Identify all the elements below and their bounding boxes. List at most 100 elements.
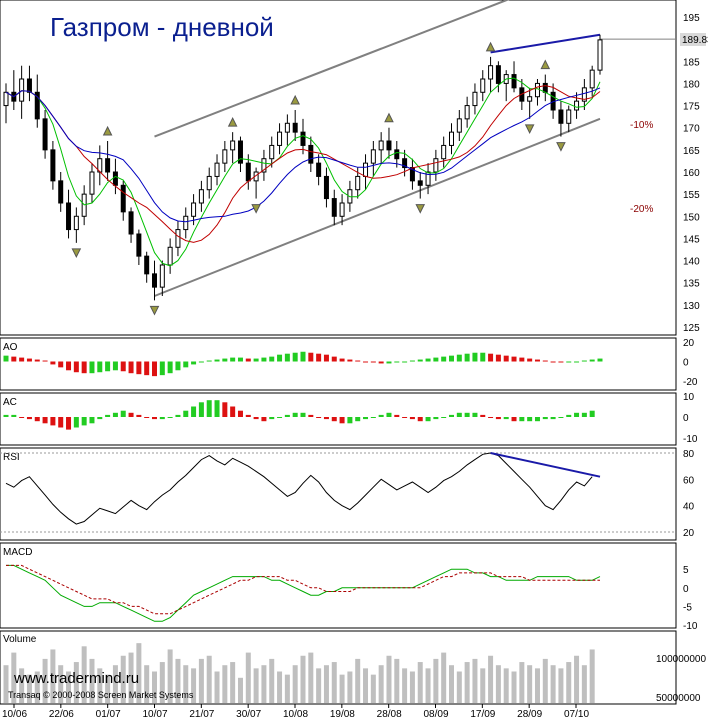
chart-title: Газпром - дневной	[50, 12, 274, 42]
fractal-up-49	[384, 112, 394, 123]
ao-bar-57	[449, 355, 454, 362]
candle-body-65	[511, 74, 517, 89]
candle-body-74	[581, 87, 587, 102]
candle-body-55	[433, 158, 439, 173]
price-tick-2: 185	[683, 57, 700, 68]
ao-bar-24	[191, 361, 197, 365]
last-price-box	[680, 33, 706, 46]
ac-tick-1: 0	[683, 413, 689, 424]
candle-body-68	[534, 82, 540, 98]
ac-bar-26	[206, 400, 212, 417]
ac-bar-66	[519, 417, 525, 422]
candle-body-69	[542, 82, 548, 93]
ao-bar-11	[89, 361, 95, 374]
rsi-panel: RSI 80 60 40 20	[0, 447, 695, 541]
ao-bar-62	[488, 353, 494, 362]
volume-bar-7	[58, 665, 64, 703]
volume-bar-59	[464, 662, 470, 703]
volume-bar-54	[425, 668, 431, 703]
ao-bar-48	[378, 361, 384, 364]
ao-bar-42	[331, 356, 337, 362]
macd-label: MACD	[3, 547, 32, 558]
ao-bar-34	[269, 356, 275, 362]
ac-bar-58	[456, 412, 462, 417]
ao-bar-45	[355, 360, 361, 362]
ma-red	[5, 85, 601, 243]
ac-bar-19	[152, 417, 157, 420]
candle-body-67	[527, 96, 533, 102]
ac-bar-48	[378, 414, 384, 417]
ac-bar-37	[292, 412, 298, 417]
volume-bar-10	[81, 646, 87, 703]
ac-bar-11	[89, 417, 95, 424]
ao-bar-6	[50, 361, 56, 365]
ao-bar-9	[73, 361, 79, 373]
ac-bar-53	[417, 417, 423, 422]
volume-bar-51	[402, 668, 408, 703]
volume-bar-73	[574, 655, 580, 703]
volume-bar-47	[370, 674, 376, 703]
ao-bar-37	[292, 352, 298, 362]
volume-bar-12	[97, 668, 103, 703]
volume-bar-32	[253, 668, 259, 703]
ao-bar-5	[42, 360, 48, 362]
ac-bar-16	[128, 412, 134, 417]
ao-bar-63	[495, 354, 501, 362]
ac-bar-65	[511, 417, 517, 422]
volume-tick-0: 100000000	[656, 654, 706, 665]
volume-bar-36	[284, 674, 290, 703]
volume-bar-50	[394, 658, 400, 703]
volume-bar-26	[206, 655, 212, 703]
fractal-down-9	[71, 248, 82, 258]
ao-bar-52	[409, 360, 415, 362]
volume-bar-18	[144, 665, 150, 703]
ac-bar-30	[237, 410, 243, 417]
ao-bar-28	[222, 358, 228, 362]
volume-bar-69	[542, 658, 548, 703]
ma-green	[5, 77, 601, 267]
ac-bar-0	[3, 414, 9, 417]
candle-body-51	[402, 158, 408, 169]
ao-bar-30	[237, 357, 243, 362]
volume-bar-6	[50, 649, 56, 703]
fractal-down-53	[415, 204, 426, 214]
fractal-up-29	[227, 117, 238, 127]
ao-bar-71	[558, 361, 564, 363]
candle-body-31	[245, 162, 251, 182]
price-tick-10: 145	[683, 234, 700, 245]
volume-frame	[0, 630, 677, 705]
ao-bar-60	[472, 352, 478, 362]
ao-bar-74	[581, 360, 587, 362]
price-frame	[0, 0, 677, 336]
x-tick-1: 22/06	[49, 709, 74, 720]
candle-body-60	[472, 91, 478, 107]
ao-bar-0	[3, 355, 9, 362]
ao-bar-43	[339, 358, 345, 362]
ao-bar-50	[394, 361, 400, 363]
ao-bar-68	[534, 359, 540, 362]
ao-bar-33	[261, 357, 267, 362]
ao-bar-44	[347, 359, 353, 362]
candle-body-58	[456, 118, 462, 133]
ao-bar-36	[284, 353, 290, 362]
volume-bar-70	[550, 665, 556, 703]
ao-bar-49	[386, 361, 392, 364]
price-panel: Газпром - дневной 1951901851801751701651…	[0, 0, 708, 336]
ac-bar-70	[550, 417, 556, 420]
ao-bar-31	[245, 358, 251, 362]
candle-body-41	[323, 175, 329, 200]
candle-body-50	[394, 149, 400, 160]
ac-bar-6	[50, 417, 56, 426]
ao-bar-55	[433, 357, 439, 362]
volume-label: Volume	[3, 634, 37, 645]
ac-bar-52	[409, 417, 415, 420]
ac-bar-42	[331, 417, 337, 422]
volume-bar-33	[261, 665, 267, 703]
ac-bar-72	[566, 414, 572, 417]
volume-bar-8	[66, 671, 72, 703]
candle-body-16	[128, 211, 134, 235]
ac-bar-12	[97, 417, 103, 420]
volume-bar-74	[581, 665, 587, 703]
ao-bar-2	[19, 357, 25, 362]
